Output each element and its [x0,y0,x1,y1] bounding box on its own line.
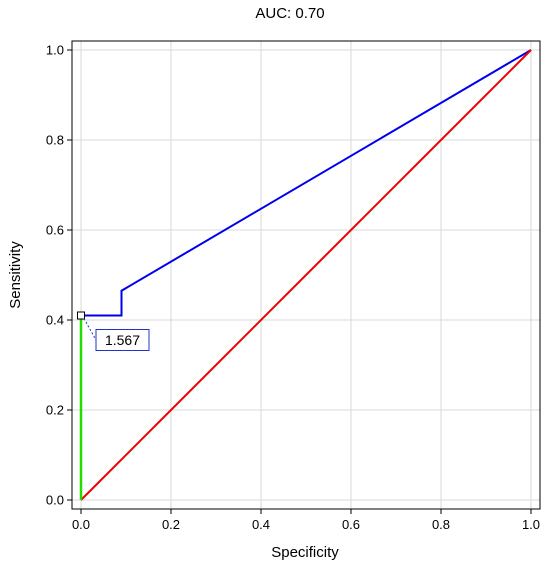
x-tick-label: 0.0 [72,517,90,532]
x-tick-label: 0.4 [252,517,270,532]
y-axis-label: Sensitivity [7,241,24,309]
cutoff-leader-line [83,318,97,341]
axes: 0.0 0.2 0.4 0.6 0.8 1.0 0.0 0.2 0.4 0.6 0.8 1.0 [46,43,540,533]
x-tick-label: 0.8 [432,517,450,532]
cutoff-label: 1.567 [105,332,140,348]
reference-diagonal-line [80,49,532,501]
x-tick-label: 1.0 [522,517,540,532]
plot-frame [71,40,541,510]
cutoff-annotation: 1.567 [77,311,150,351]
chart-title: AUC: 0.70 [255,5,324,22]
x-tick-label: 0.6 [342,517,360,532]
y-tick-label: 0.6 [46,223,64,238]
y-tick-label: 0.4 [46,313,64,328]
grid [72,41,540,509]
cutoff-label-box [95,329,150,351]
x-axis-label: Specificity [271,544,339,561]
y-tick-label: 1.0 [46,43,64,58]
y-tick-label: 0.2 [46,403,64,418]
x-tick-label: 0.2 [162,517,180,532]
y-tick-label: 0.0 [46,493,64,508]
cutoff-marker [77,311,85,320]
y-tick-label: 0.8 [46,133,64,148]
plot-area [79,49,532,501]
